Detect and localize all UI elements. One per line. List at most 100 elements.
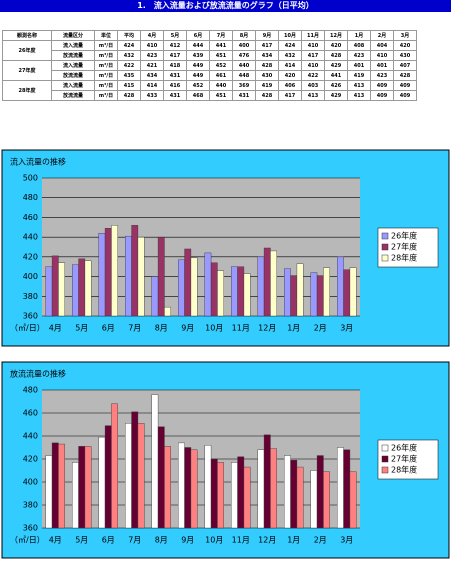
table-row: 放流流量 m³/日 435 434 431 449 461 448 430 420 422 441 41… bbox=[3, 70, 417, 81]
value-cell: 401 bbox=[347, 60, 371, 71]
bar bbox=[45, 266, 53, 317]
x-tick-label: 2月 bbox=[314, 536, 327, 545]
x-tick-label: 6月 bbox=[102, 324, 115, 333]
value-cell: 428 bbox=[255, 60, 279, 71]
legend-swatch bbox=[381, 444, 389, 452]
bar bbox=[296, 263, 304, 317]
value-cell: 423 bbox=[370, 70, 394, 81]
bar bbox=[104, 228, 112, 317]
value-cell: 433 bbox=[140, 90, 164, 101]
header-cell: 観測名称 bbox=[2, 30, 52, 41]
value-cell: 403 bbox=[301, 80, 325, 91]
y-tick-label: 400 bbox=[23, 478, 38, 487]
value-cell: 422 bbox=[117, 60, 141, 71]
value-cell: 440 bbox=[232, 60, 256, 71]
y-tick-label: 380 bbox=[23, 292, 38, 301]
bar bbox=[178, 259, 185, 317]
value-cell: 434 bbox=[140, 70, 164, 81]
x-tick-label: 10月 bbox=[205, 324, 223, 333]
legend-label: 27年度 bbox=[391, 454, 417, 464]
chart-title: 放流流量の推移 bbox=[10, 369, 66, 379]
bar bbox=[45, 455, 53, 529]
bar bbox=[157, 236, 165, 317]
value-cell: 369 bbox=[232, 80, 256, 91]
value-cell: 432 bbox=[278, 50, 302, 61]
bar bbox=[164, 446, 171, 529]
x-tick-label: 11月 bbox=[232, 536, 250, 545]
bar bbox=[178, 442, 185, 529]
value-cell: 406 bbox=[278, 80, 302, 91]
value-cell: 444 bbox=[186, 40, 210, 51]
value-cell: 439 bbox=[186, 50, 210, 61]
bar bbox=[151, 276, 159, 317]
value-cell: 429 bbox=[324, 90, 348, 101]
bar bbox=[210, 458, 218, 529]
unit: m³/日 bbox=[94, 90, 118, 101]
plot-area bbox=[42, 178, 360, 316]
bar bbox=[310, 470, 318, 529]
value-cell: 430 bbox=[393, 50, 417, 61]
bar bbox=[323, 471, 330, 529]
unit: m³/日 bbox=[94, 50, 118, 61]
bar bbox=[257, 449, 265, 529]
table-row: 27年度 流入流量 m³/日 422 421 418 449 452 440 428 414 410 4… bbox=[2, 60, 417, 81]
bar bbox=[98, 436, 106, 529]
value-cell: 448 bbox=[232, 70, 256, 81]
value-cell: 419 bbox=[255, 80, 279, 91]
value-cell: 420 bbox=[278, 70, 302, 81]
value-cell: 428 bbox=[117, 90, 141, 101]
y-tick-label: 440 bbox=[23, 233, 38, 242]
legend-label: 26年度 bbox=[391, 231, 417, 241]
header-cell: 1月 bbox=[347, 30, 371, 41]
value-cell: 419 bbox=[347, 70, 371, 81]
header-cell: 5月 bbox=[163, 30, 187, 41]
x-tick-label: 1月 bbox=[287, 324, 300, 333]
flow-type: 放流流量 bbox=[51, 50, 95, 61]
bar bbox=[263, 434, 271, 529]
bar bbox=[58, 262, 65, 317]
value-cell: 415 bbox=[117, 80, 141, 91]
bar bbox=[204, 252, 212, 317]
y-tick-label: 360 bbox=[23, 524, 38, 533]
unit: m³/日 bbox=[94, 60, 118, 71]
bar bbox=[343, 269, 351, 317]
table-row: 放流流量 m³/日 432 423 417 439 451 476 434 432 417 428 42… bbox=[3, 50, 417, 61]
bar bbox=[270, 448, 277, 529]
bar bbox=[111, 403, 118, 529]
header-cell: 単位 bbox=[94, 30, 118, 41]
header-cell: 9月 bbox=[255, 30, 279, 41]
value-cell: 441 bbox=[324, 70, 348, 81]
header-cell: 流量区分 bbox=[51, 30, 95, 41]
bar bbox=[284, 268, 291, 317]
bar bbox=[137, 236, 145, 317]
value-cell: 424 bbox=[278, 40, 302, 51]
unit: m³/日 bbox=[94, 80, 118, 91]
y-tick-label: 480 bbox=[23, 386, 38, 395]
bar bbox=[337, 256, 344, 317]
value-cell: 424 bbox=[117, 40, 141, 51]
legend-swatch bbox=[381, 243, 389, 251]
header-cell: 7月 bbox=[209, 30, 233, 41]
value-cell: 413 bbox=[301, 90, 325, 101]
header-cell: 10月 bbox=[278, 30, 302, 41]
bar bbox=[343, 449, 351, 529]
header-cell: 11月 bbox=[301, 30, 325, 41]
value-cell: 420 bbox=[324, 40, 348, 51]
flow-type: 流入流量 bbox=[51, 60, 95, 71]
bar bbox=[131, 411, 139, 529]
bar bbox=[349, 267, 357, 317]
value-cell: 410 bbox=[140, 40, 164, 51]
value-cell: 409 bbox=[393, 80, 417, 91]
value-cell: 407 bbox=[393, 60, 417, 71]
bar bbox=[210, 262, 218, 317]
chart-title: 流入流量の推移 bbox=[10, 157, 66, 167]
value-cell: 449 bbox=[186, 70, 210, 81]
header-cell: 12月 bbox=[324, 30, 348, 41]
value-cell: 431 bbox=[232, 90, 256, 101]
group-name: 26年度 bbox=[2, 40, 52, 61]
group-name: 27年度 bbox=[2, 60, 52, 81]
legend-swatch bbox=[381, 254, 389, 262]
value-cell: 417 bbox=[163, 50, 187, 61]
bar bbox=[290, 275, 298, 317]
